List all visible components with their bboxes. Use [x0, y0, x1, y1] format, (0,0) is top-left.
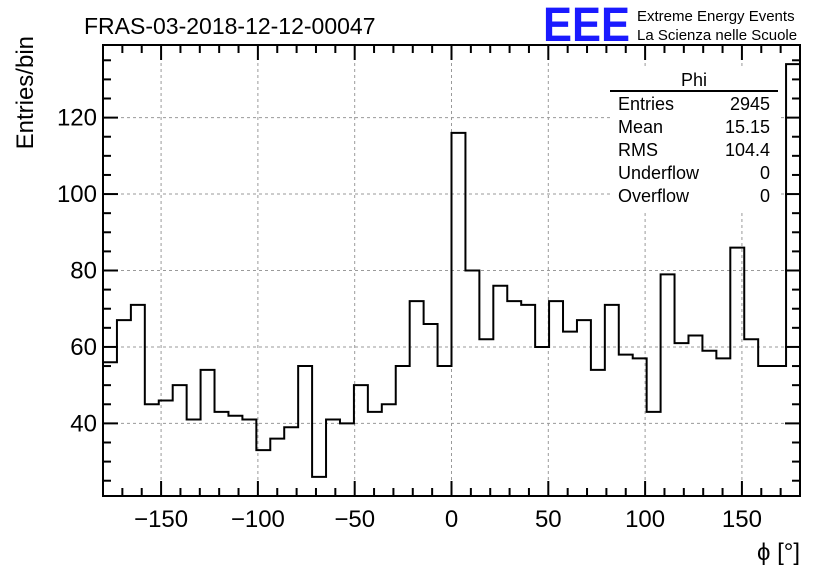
y-axis-label: Entries/bin — [12, 36, 39, 149]
eee-logo-line1: Extreme Energy Events — [637, 8, 795, 25]
eee-logo-mark: EEE — [543, 0, 630, 52]
axis-ticks — [103, 45, 800, 496]
stats-value: 0 — [760, 186, 770, 206]
y-tick-label: 40 — [70, 410, 97, 437]
chart-title: FRAS-03-2018-12-12-00047 — [84, 13, 376, 39]
x-axis-label: ϕ [°] — [757, 539, 800, 566]
stats-value: 0 — [760, 163, 770, 183]
x-tick-label: −150 — [134, 506, 188, 533]
stats-value: 104.4 — [725, 140, 770, 160]
stats-title: Phi — [681, 70, 707, 90]
y-tick-label: 80 — [70, 258, 97, 285]
stats-label: Underflow — [618, 163, 700, 183]
x-tick-label: 100 — [625, 506, 665, 533]
x-tick-label: −100 — [231, 506, 285, 533]
stats-label: Overflow — [618, 186, 690, 206]
y-tick-labels: 40 60 80 100 120 — [57, 105, 97, 438]
stats-rows: Entries 2945 Mean 15.15 RMS 104.4 Underflow 0 Ov… — [618, 94, 770, 206]
stats-box: Phi Entries 2945 Mean 15.15 RMS 104.4 Underflo… — [610, 68, 778, 210]
eee-logo: EEE Extreme Energy Events La Scienza nel… — [543, 0, 797, 52]
x-tick-label: 50 — [535, 506, 562, 533]
stats-value: 2945 — [730, 94, 770, 114]
x-tick-label: 150 — [722, 506, 762, 533]
stats-value: 15.15 — [725, 117, 770, 137]
x-tick-labels: −150 −100 −50 0 50 100 150 — [134, 506, 762, 533]
histogram-line — [103, 63, 800, 478]
x-tick-label: 0 — [445, 506, 458, 533]
y-tick-label: 100 — [57, 181, 97, 208]
stats-label: Entries — [618, 94, 674, 114]
y-tick-label: 120 — [57, 105, 97, 132]
x-tick-label: −50 — [334, 506, 375, 533]
eee-logo-line2: La Scienza nelle Scuole — [637, 27, 797, 44]
stats-label: RMS — [618, 140, 658, 160]
y-tick-label: 60 — [70, 334, 97, 361]
stats-label: Mean — [618, 117, 663, 137]
